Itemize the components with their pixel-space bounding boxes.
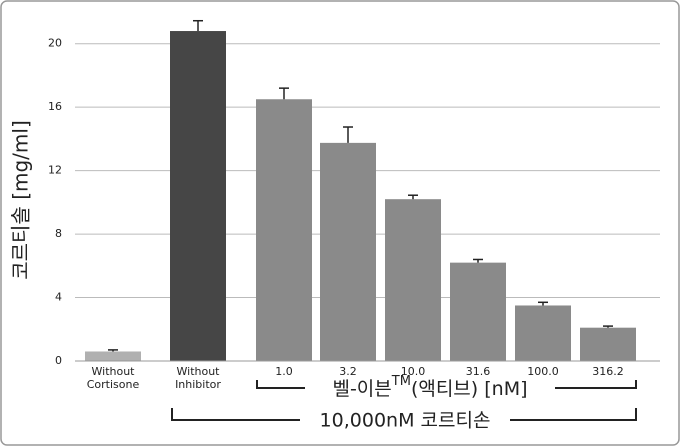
x-tick-label: 316.2 xyxy=(592,365,624,378)
x-tick-label: Without Cortisone xyxy=(86,365,140,391)
error-bar xyxy=(108,349,118,352)
error-bar xyxy=(538,301,548,306)
y-tick-label: 16 xyxy=(48,100,62,113)
bar xyxy=(580,327,636,361)
bar xyxy=(450,262,506,361)
y-tick-label: 20 xyxy=(48,37,62,50)
y-tick-label: 4 xyxy=(55,291,62,304)
bar xyxy=(385,199,441,361)
y-tick-label: 0 xyxy=(55,354,62,367)
bracket-gap xyxy=(305,376,555,402)
bar xyxy=(515,305,571,361)
error-bar xyxy=(603,325,613,328)
x-tick-label: 10.0 xyxy=(400,365,426,378)
bar xyxy=(320,142,376,361)
error-bar xyxy=(343,126,353,143)
bar xyxy=(256,99,312,361)
bar xyxy=(85,351,141,361)
y-tick-label: 8 xyxy=(55,227,62,240)
x-tick-label: 31.6 xyxy=(465,365,491,378)
error-bar xyxy=(473,258,483,263)
error-bar xyxy=(279,87,289,100)
error-bar xyxy=(193,19,203,32)
x-tick-label: 100.0 xyxy=(527,365,559,378)
group-label: 10,000nM 코르티손 xyxy=(320,410,491,432)
bar xyxy=(170,31,226,361)
y-tick-label: 12 xyxy=(48,164,62,177)
y-axis-label: 코르티솔 [mg/ml] xyxy=(9,120,33,280)
x-tick-label: Without Inhibitor xyxy=(175,365,221,391)
group-label: 벨-이븐TM(액티브) [nM] xyxy=(332,374,527,400)
error-bar xyxy=(408,194,418,200)
x-tick-label: 1.0 xyxy=(275,365,293,378)
x-tick-label: 3.2 xyxy=(339,365,357,378)
bracket-gap xyxy=(300,408,510,434)
